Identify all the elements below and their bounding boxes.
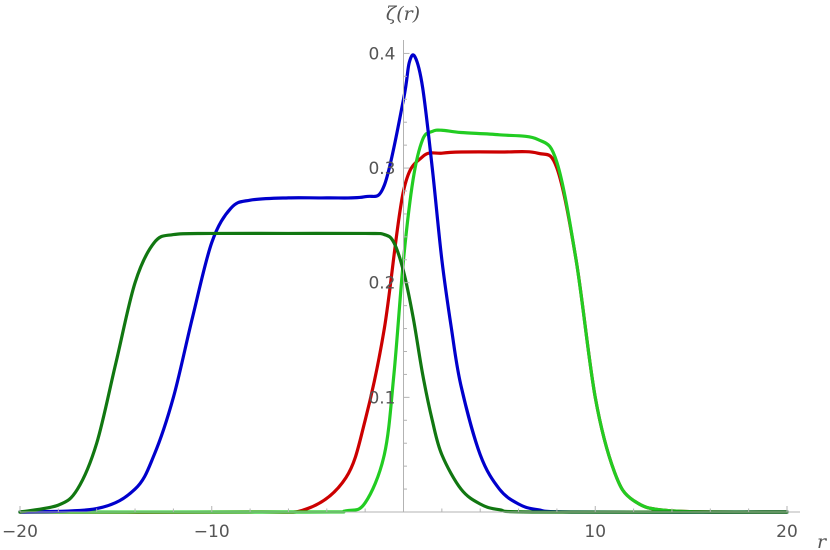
x-tick-label: −10 bbox=[194, 522, 230, 542]
y-tick-label: 0.4 bbox=[368, 44, 395, 64]
x-tick-label: 10 bbox=[584, 522, 606, 542]
x-tick-label: −20 bbox=[2, 522, 38, 542]
y-axis-label: ζ(r) bbox=[386, 3, 420, 25]
series-group bbox=[18, 53, 789, 514]
x-ticks: −20 −10 10 20 bbox=[2, 506, 798, 542]
series-line-3 bbox=[18, 53, 789, 514]
x-axis-label: r bbox=[817, 531, 828, 550]
x-tick-label: 20 bbox=[776, 522, 798, 542]
y-tick-label: 0.1 bbox=[368, 388, 395, 408]
y-tick-label: 0.2 bbox=[368, 274, 395, 294]
y-tick-label: 0.3 bbox=[368, 159, 395, 179]
series-line-4 bbox=[18, 231, 789, 514]
series-line-2 bbox=[18, 128, 789, 514]
y-ticks: 0.1 0.2 0.3 0.4 bbox=[368, 44, 410, 490]
plot-area: −20 −10 10 20 0.1 0.2 0.3 0.4 bbox=[2, 40, 800, 542]
